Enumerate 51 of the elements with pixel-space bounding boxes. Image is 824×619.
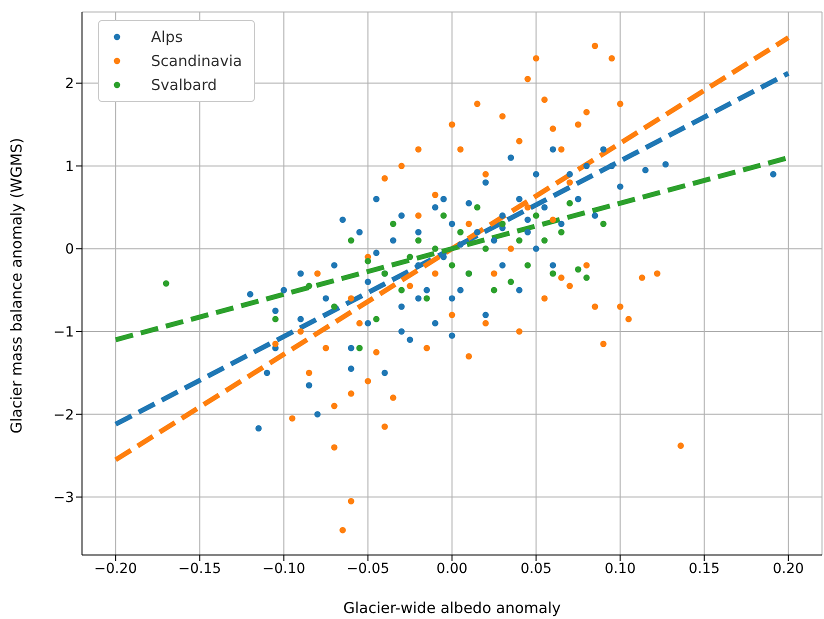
point bbox=[524, 262, 531, 268]
point bbox=[162, 280, 170, 287]
point bbox=[432, 246, 438, 252]
y-tick-label: 0 bbox=[65, 242, 74, 258]
point bbox=[424, 295, 430, 302]
x-tick-label: −0.10 bbox=[262, 560, 306, 577]
x-tick-label: −0.20 bbox=[94, 560, 138, 577]
point bbox=[550, 270, 556, 277]
legend-label: Svalbard bbox=[151, 75, 217, 96]
y-tick-label: 1 bbox=[65, 158, 74, 175]
point bbox=[406, 254, 414, 260]
x-tick-label: 0.15 bbox=[688, 560, 720, 577]
legend-label: Scandinavia bbox=[151, 51, 242, 72]
point bbox=[272, 316, 279, 322]
point bbox=[532, 212, 540, 219]
point bbox=[356, 344, 363, 352]
point bbox=[600, 220, 607, 228]
point bbox=[457, 228, 464, 236]
x-tick-label: −0.15 bbox=[178, 560, 222, 577]
point bbox=[448, 262, 456, 268]
y-tick-label: −1 bbox=[53, 324, 74, 340]
x-tick-label: 0.20 bbox=[772, 560, 804, 577]
point bbox=[583, 274, 590, 281]
x-tick-label: 0.00 bbox=[436, 560, 468, 577]
point bbox=[508, 278, 514, 286]
point bbox=[574, 266, 582, 273]
point bbox=[440, 212, 447, 219]
y-tick-label: 2 bbox=[65, 76, 74, 92]
point bbox=[331, 303, 338, 310]
x-tick-label: 0.05 bbox=[520, 560, 552, 577]
point bbox=[541, 237, 548, 244]
point bbox=[482, 246, 489, 252]
y-tick-label: −3 bbox=[53, 490, 74, 506]
x-axis-title: Glacier-wide albedo anomaly bbox=[343, 599, 561, 617]
point bbox=[558, 228, 565, 236]
x-tick-label: −0.05 bbox=[346, 560, 390, 577]
point bbox=[348, 237, 354, 244]
point bbox=[364, 258, 372, 264]
point bbox=[490, 286, 498, 294]
y-axis-title: Glacier mass balance anomaly (WGMS) bbox=[7, 138, 26, 434]
point bbox=[566, 200, 573, 206]
x-tick-label: 0.10 bbox=[604, 560, 636, 577]
point bbox=[398, 286, 405, 294]
legend-label: Alps bbox=[151, 27, 183, 48]
point bbox=[474, 204, 480, 211]
y-tick-label: −2 bbox=[53, 407, 74, 424]
point bbox=[390, 220, 396, 228]
point bbox=[373, 316, 380, 322]
point bbox=[516, 237, 522, 244]
point bbox=[415, 237, 422, 244]
point bbox=[306, 282, 312, 290]
